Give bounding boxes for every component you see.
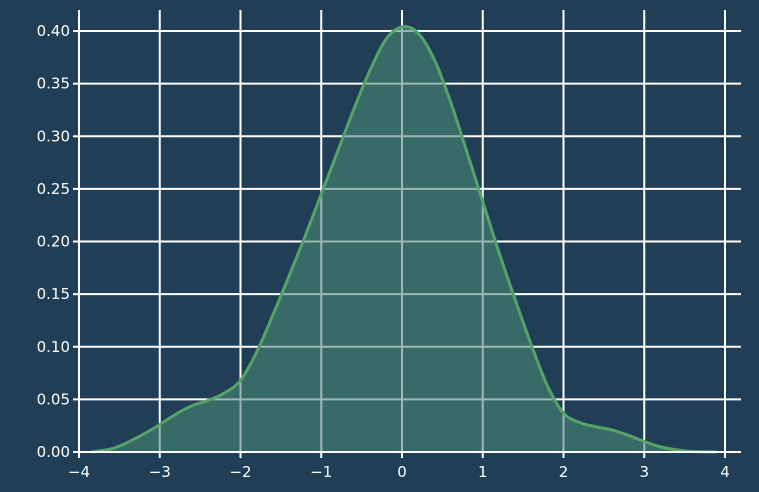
y-tick-label: 0.20 — [37, 233, 70, 251]
x-tick-label: −2 — [229, 463, 251, 481]
density-curve — [90, 25, 717, 454]
x-tick-label: −3 — [149, 463, 171, 481]
x-tick-label: 1 — [478, 463, 488, 481]
y-tick-label: 0.00 — [37, 443, 70, 461]
density-area-fill — [91, 26, 717, 453]
y-tick-label: 0.10 — [37, 338, 70, 356]
y-tick-label: 0.05 — [37, 390, 70, 408]
y-tick-label: 0.30 — [37, 127, 70, 145]
x-tick-label: 2 — [559, 463, 569, 481]
x-tick-label: 4 — [720, 463, 730, 481]
y-tick-label: 0.35 — [37, 75, 70, 93]
x-tick-label: 0 — [397, 463, 407, 481]
y-tick-label: 0.15 — [37, 285, 70, 303]
x-tick-label: 3 — [639, 463, 649, 481]
plot-area — [90, 25, 717, 454]
y-tick-label: 0.40 — [37, 22, 70, 40]
y-tick-label: 0.25 — [37, 180, 70, 198]
x-tick-label: −4 — [68, 463, 90, 481]
axes: −4 −3 −2 −1 0 1 2 3 4 0.00 0.05 0.10 0.15 0.20 0.25 0.3… — [37, 10, 741, 481]
x-tick-label: −1 — [310, 463, 332, 481]
